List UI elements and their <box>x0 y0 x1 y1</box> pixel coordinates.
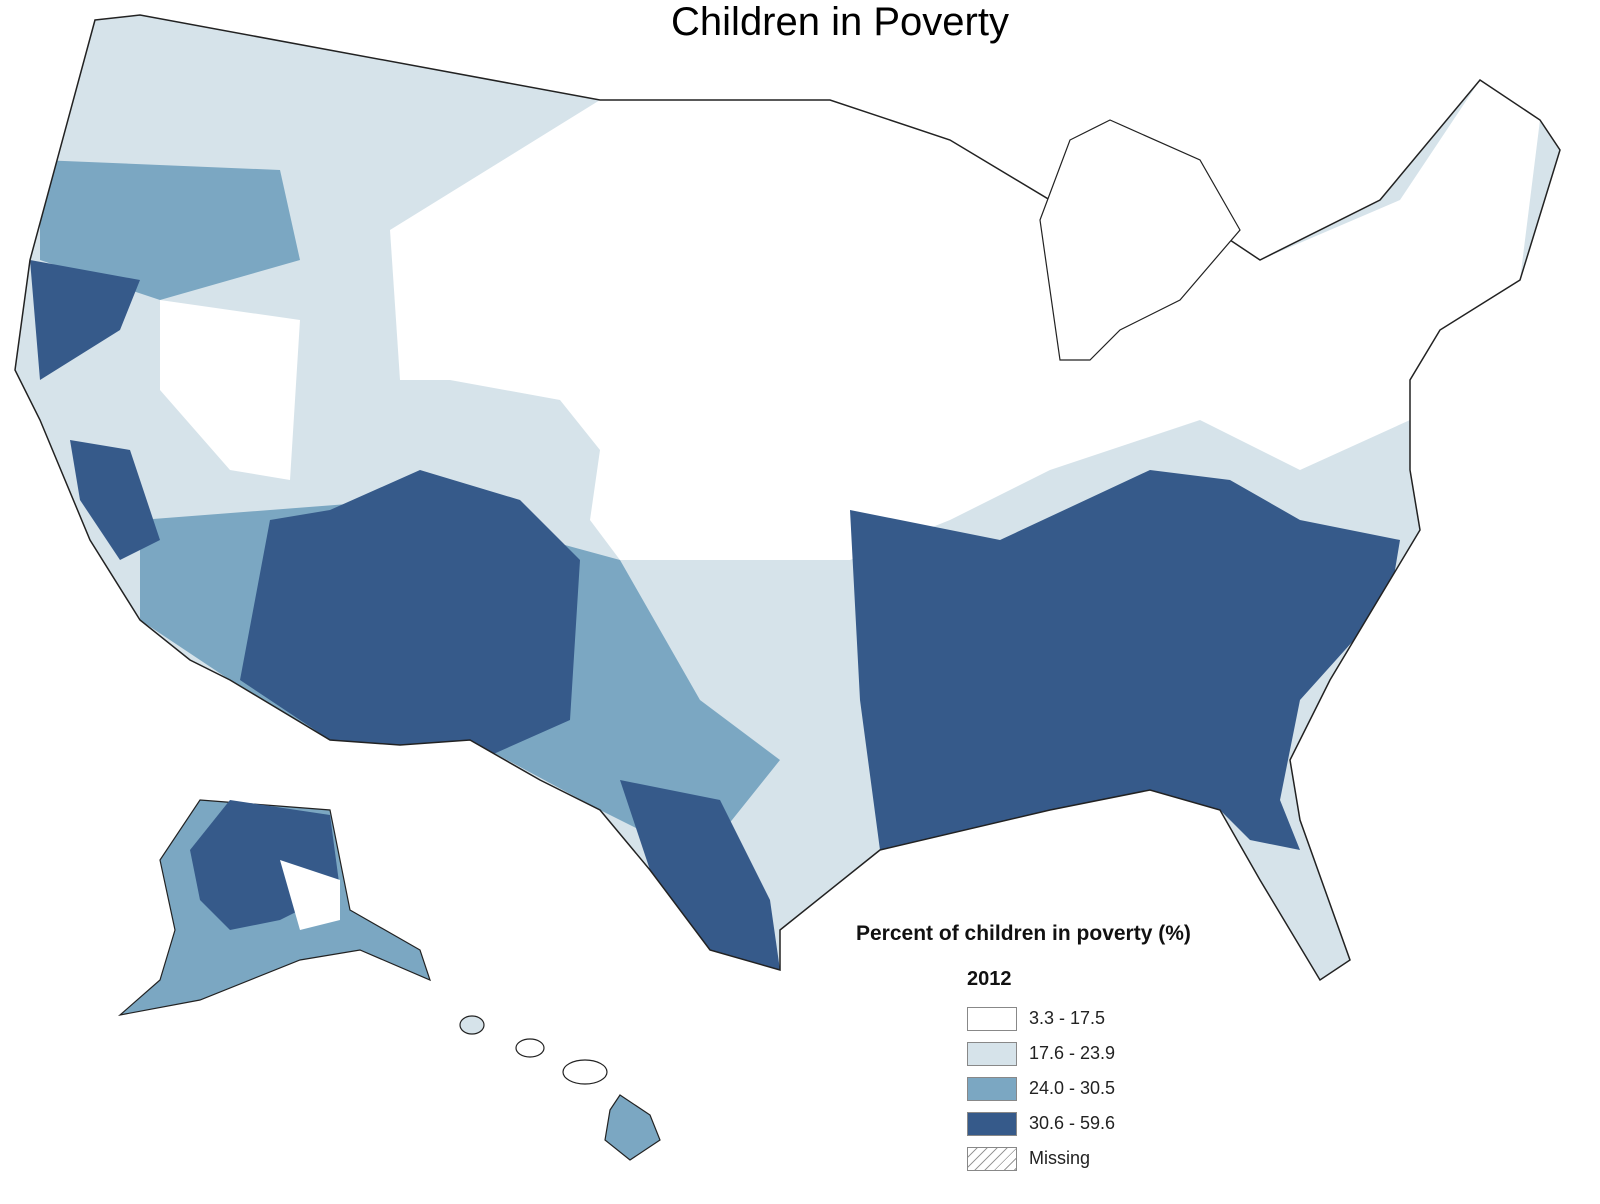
legend-item: 3.3 - 17.5 <box>967 1001 1191 1036</box>
legend-label: 24.0 - 30.5 <box>1029 1078 1116 1098</box>
region-az-nm-high <box>240 470 580 760</box>
hawaii <box>459 1015 661 1161</box>
region-southeast-high <box>850 470 1400 850</box>
legend-year: 2012 <box>967 968 1012 990</box>
map-title: Children in Poverty <box>671 0 1009 44</box>
region-tx-high <box>620 780 780 970</box>
legend-item: 30.6 - 59.6 <box>967 1106 1191 1141</box>
legend-label: 30.6 - 59.6 <box>1029 1113 1116 1133</box>
legend-label: 17.6 - 23.9 <box>1029 1043 1116 1063</box>
legend-item: Missing <box>967 1141 1191 1176</box>
region-or-high <box>30 260 140 380</box>
legend-swatch <box>967 1041 1017 1066</box>
legend-item: 17.6 - 23.9 <box>967 1036 1191 1071</box>
region-nevada-low <box>160 300 300 480</box>
legend-label: Missing <box>1029 1148 1091 1168</box>
legend-title: Percent of children in poverty (%) <box>856 922 1191 945</box>
legend-swatch-hatched <box>967 1146 1017 1171</box>
legend-item: 24.0 - 30.5 <box>967 1071 1191 1106</box>
legend-swatch <box>967 1006 1017 1031</box>
legend-swatch <box>967 1076 1017 1101</box>
legend-label: 3.3 - 17.5 <box>1029 1008 1106 1028</box>
legend-swatch <box>967 1111 1017 1136</box>
great-lakes <box>1039 119 1241 361</box>
legend: Percent of children in poverty (%) 2012 … <box>856 922 1191 1176</box>
region-ca-high <box>70 440 160 560</box>
alaska <box>117 799 431 1016</box>
region-nw-mid <box>40 160 300 300</box>
region-plains-low <box>390 80 1540 560</box>
